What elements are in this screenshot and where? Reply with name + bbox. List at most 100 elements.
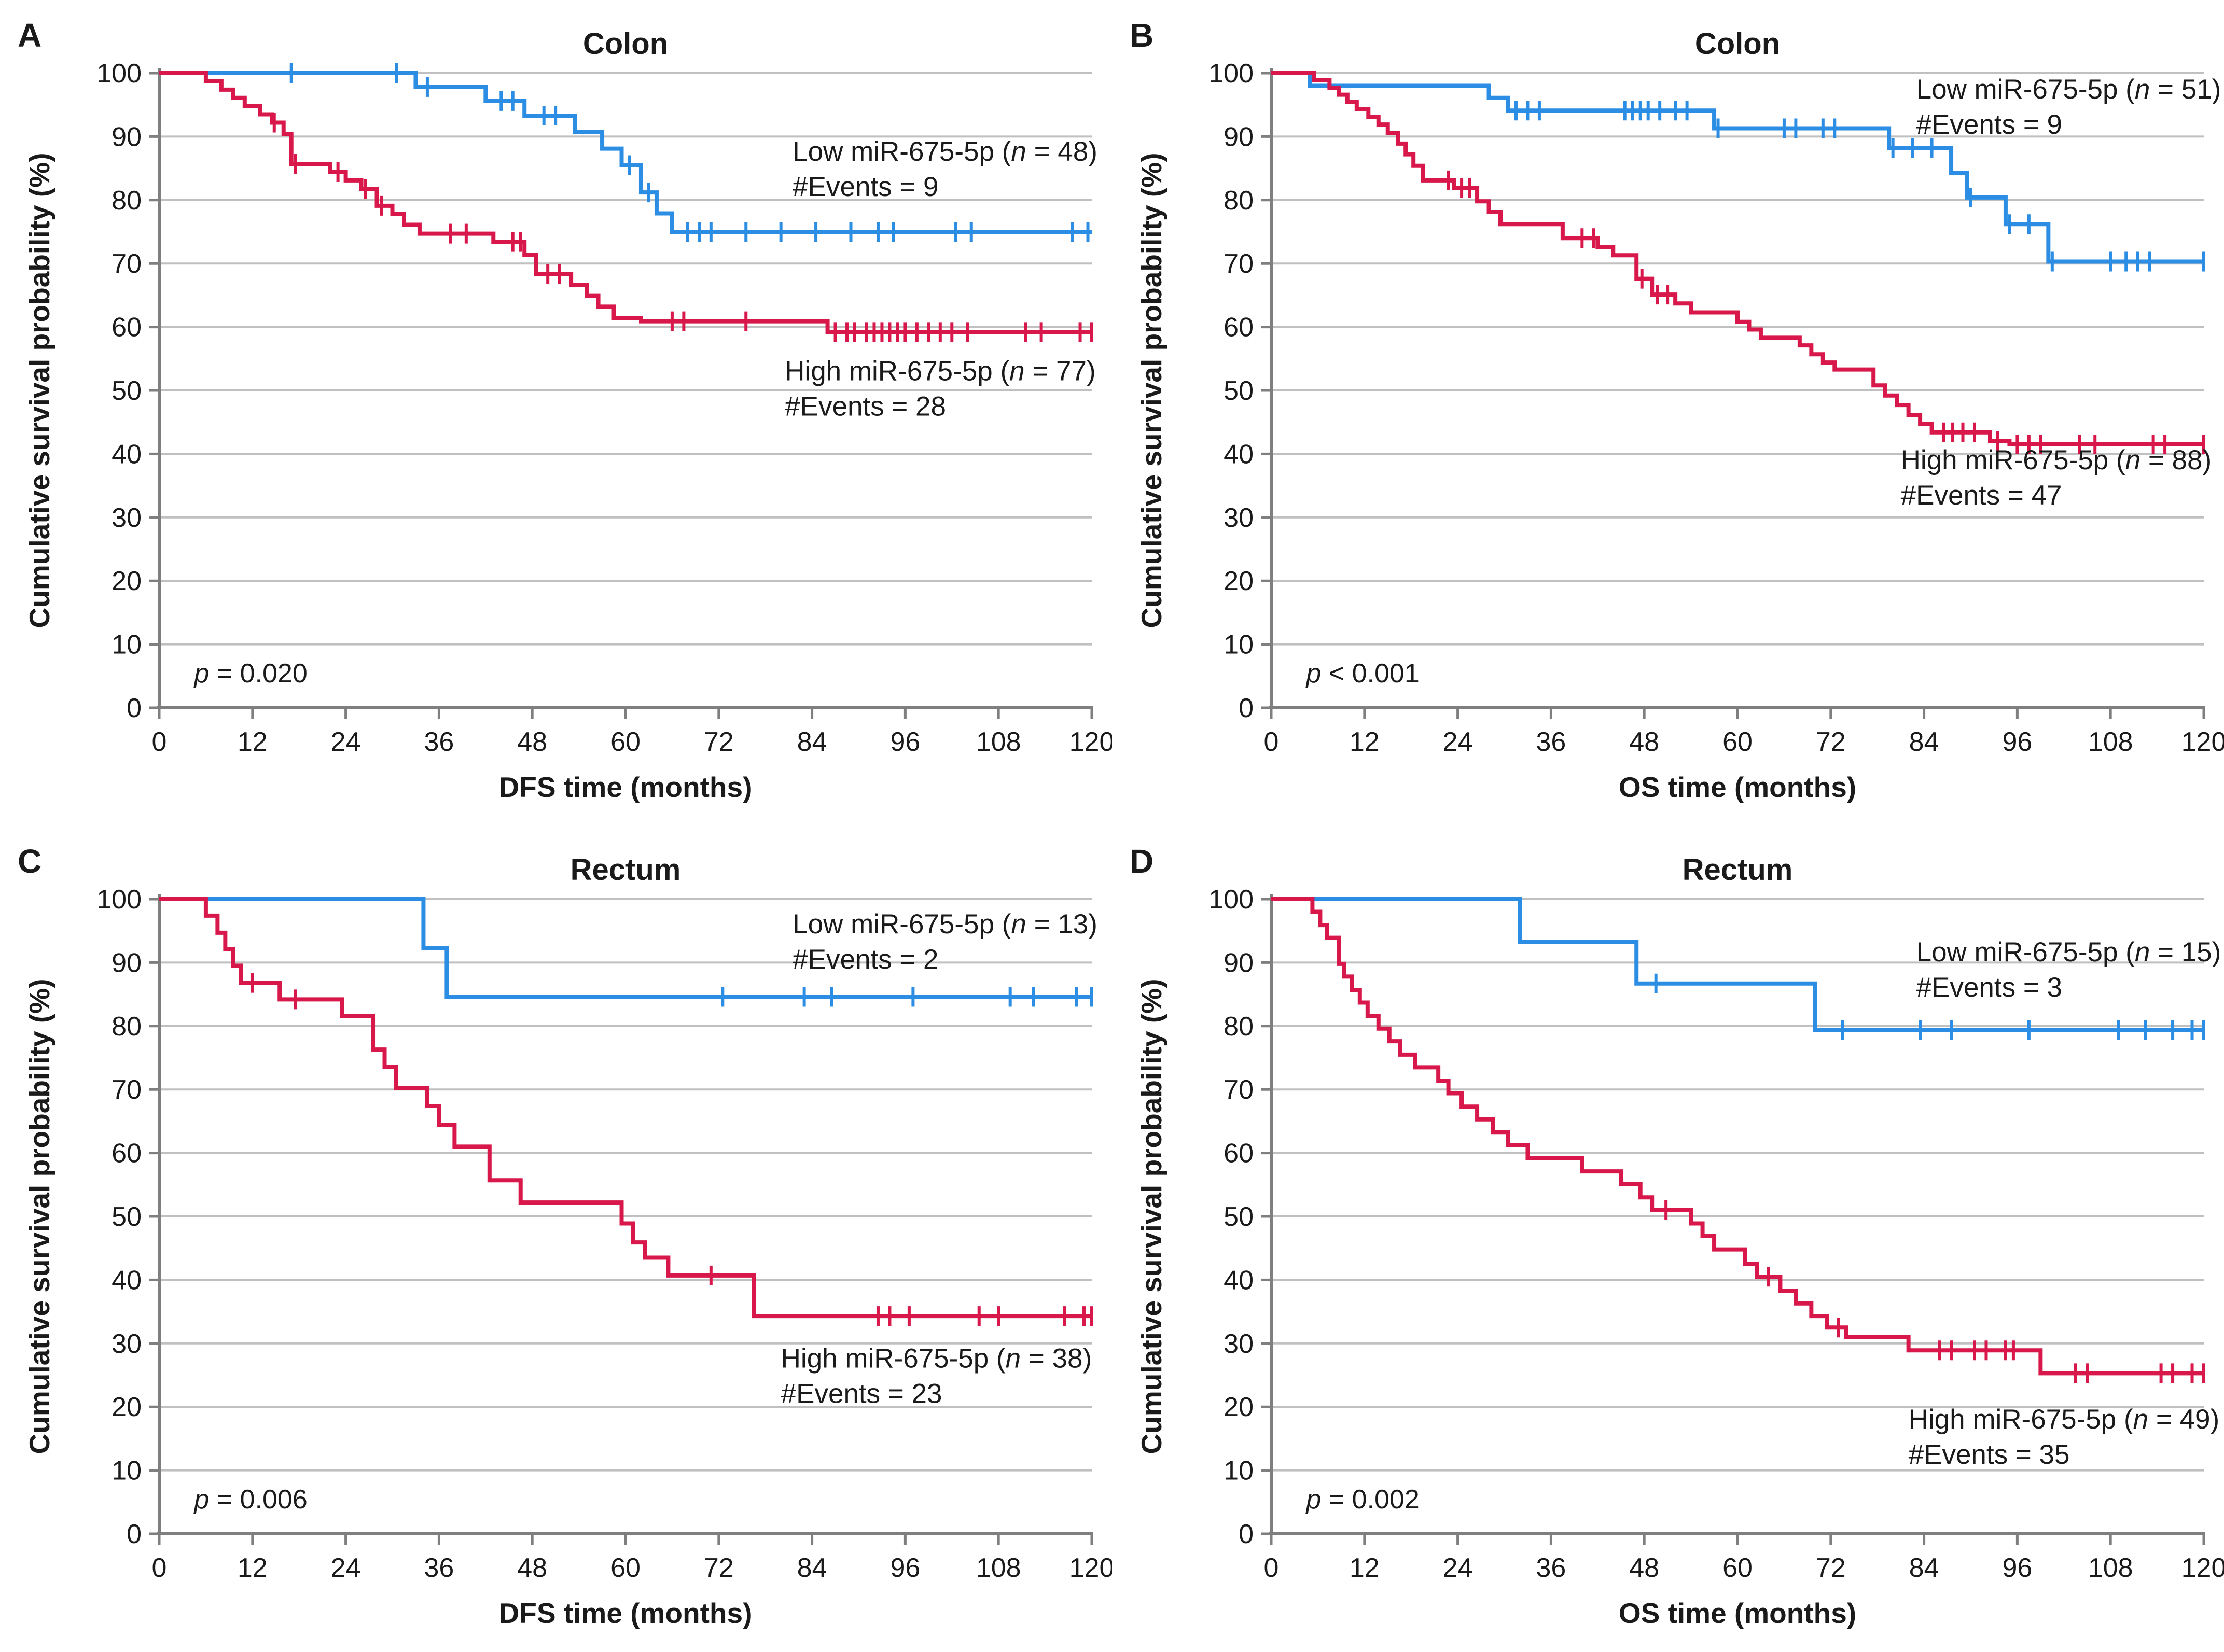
y-tick-label-80: 80 xyxy=(1224,1012,1254,1042)
y-tick-label-30: 30 xyxy=(1224,1329,1254,1359)
legend-high-line1: High miR-675-5p (n = 38) xyxy=(781,1343,1092,1374)
y-tick-label-100: 100 xyxy=(96,59,142,89)
x-tick-label-60: 60 xyxy=(1722,727,1753,757)
y-tick-label-40: 40 xyxy=(112,1265,142,1295)
x-tick-label-60: 60 xyxy=(610,1553,641,1583)
plot-title: Colon xyxy=(1695,27,1780,61)
survival-curve-low xyxy=(159,71,1092,234)
legend-low-line2: #Events = 3 xyxy=(1916,972,2062,1003)
x-tick-label-72: 72 xyxy=(1816,727,1846,757)
p-value-label: p < 0.001 xyxy=(1305,659,1419,689)
y-tick-label-60: 60 xyxy=(1224,313,1254,343)
y-tick-label-100: 100 xyxy=(96,885,142,915)
y-tick-label-100: 100 xyxy=(1208,885,1254,915)
y-tick-label-0: 0 xyxy=(1239,1519,1254,1549)
plot-title: Rectum xyxy=(1683,853,1793,887)
x-tick-label-12: 12 xyxy=(1350,1553,1380,1583)
x-tick-label-36: 36 xyxy=(1536,727,1566,757)
p-value-label: p = 0.006 xyxy=(193,1485,307,1515)
y-axis-label: Cumulative survival probability (%) xyxy=(1135,153,1167,628)
x-axis-label: OS time (months) xyxy=(1619,771,1856,803)
y-axis-label: Cumulative survival probability (%) xyxy=(23,979,55,1454)
y-tick-label-30: 30 xyxy=(112,503,142,533)
y-tick-label-10: 10 xyxy=(112,630,142,660)
y-tick-label-40: 40 xyxy=(112,439,142,469)
y-axis-label: Cumulative survival probability (%) xyxy=(23,153,55,628)
survival-curve-low xyxy=(159,897,1092,999)
legend-low-line2: #Events = 9 xyxy=(1916,109,2062,140)
y-tick-label-90: 90 xyxy=(112,122,142,152)
km-plot-colon-os: 0 10 20 30 40 50 60 70 80 90 100 0 12 24 36 48 60 72 84 96 1… xyxy=(1135,27,2224,803)
y-tick-label-90: 90 xyxy=(1224,948,1254,978)
y-tick-label-30: 30 xyxy=(1224,503,1254,533)
y-tick-label-20: 20 xyxy=(1224,1392,1254,1422)
x-tick-label-108: 108 xyxy=(2088,1553,2133,1583)
y-tick-label-50: 50 xyxy=(112,376,142,406)
x-tick-label-72: 72 xyxy=(1816,1553,1846,1583)
x-tick-label-96: 96 xyxy=(2002,1553,2032,1583)
x-tick-label-0: 0 xyxy=(1264,1553,1279,1583)
y-tick-label-80: 80 xyxy=(112,186,142,216)
legend-high-line1: High miR-675-5p (n = 49) xyxy=(1909,1404,2219,1435)
x-tick-label-36: 36 xyxy=(1536,1553,1566,1583)
y-tick-label-50: 50 xyxy=(1224,1202,1254,1232)
x-tick-label-24: 24 xyxy=(331,727,361,757)
y-tick-label-0: 0 xyxy=(127,1519,142,1549)
x-tick-label-0: 0 xyxy=(1264,727,1279,757)
legend-low-line1: Low miR-675-5p (n = 15) xyxy=(1916,937,2221,968)
y-tick-label-30: 30 xyxy=(112,1329,142,1359)
x-tick-label-84: 84 xyxy=(797,727,827,757)
p-value-label: p = 0.002 xyxy=(1305,1485,1419,1515)
y-tick-label-70: 70 xyxy=(112,249,142,279)
y-tick-label-20: 20 xyxy=(1224,566,1254,596)
panel-colon-os: 0 10 20 30 40 50 60 70 80 90 100 0 12 24 36 48 60 72 84 96 1… xyxy=(1112,0,2224,826)
legend-high-line2: #Events = 28 xyxy=(785,391,946,422)
legend-high-line2: #Events = 47 xyxy=(1901,480,2062,511)
y-tick-label-80: 80 xyxy=(1224,186,1254,216)
legend-low-line2: #Events = 9 xyxy=(793,172,938,202)
y-tick-label-50: 50 xyxy=(112,1202,142,1232)
legend-high-line2: #Events = 23 xyxy=(781,1378,942,1409)
y-tick-label-70: 70 xyxy=(112,1075,142,1105)
x-tick-label-96: 96 xyxy=(2002,727,2032,757)
x-tick-label-24: 24 xyxy=(1443,1553,1473,1583)
km-plot-rectum-os: 0 10 20 30 40 50 60 70 80 90 100 0 12 24 36 48 60 72 84 96 1… xyxy=(1135,853,2224,1629)
plot-title: Colon xyxy=(583,27,668,61)
y-tick-label-0: 0 xyxy=(127,693,142,723)
x-tick-label-96: 96 xyxy=(890,1553,920,1583)
x-tick-label-48: 48 xyxy=(1629,1553,1659,1583)
panel-letter: C xyxy=(18,843,42,880)
x-axis-label: DFS time (months) xyxy=(499,771,753,803)
y-tick-label-20: 20 xyxy=(112,1392,142,1422)
y-tick-label-60: 60 xyxy=(1224,1139,1254,1169)
x-tick-label-48: 48 xyxy=(1629,727,1659,757)
legend-high-line2: #Events = 35 xyxy=(1909,1439,2070,1470)
panel-rectum-os: 0 10 20 30 40 50 60 70 80 90 100 0 12 24 36 48 60 72 84 96 1… xyxy=(1112,826,2224,1652)
panel-letter: D xyxy=(1130,843,1154,880)
legend-low-line2: #Events = 2 xyxy=(793,944,938,975)
x-tick-label-24: 24 xyxy=(331,1553,361,1583)
x-tick-label-0: 0 xyxy=(152,1553,167,1583)
km-plot-colon-dfs: 0 10 20 30 40 50 60 70 80 90 100 0 12 24 36 48 60 72 84 96 1… xyxy=(23,27,1112,803)
x-tick-label-72: 72 xyxy=(704,1553,734,1583)
y-tick-label-20: 20 xyxy=(112,566,142,596)
x-tick-label-60: 60 xyxy=(610,727,641,757)
survival-curve-low xyxy=(1271,897,2204,1032)
km-plot-rectum-dfs: 0 10 20 30 40 50 60 70 80 90 100 0 12 24 36 48 60 72 84 96 1… xyxy=(23,853,1112,1629)
survival-curve-high xyxy=(1271,71,2204,447)
y-tick-label-60: 60 xyxy=(112,313,142,343)
panel-letter: A xyxy=(18,17,42,54)
x-tick-label-84: 84 xyxy=(1909,1553,1939,1583)
x-tick-label-84: 84 xyxy=(1909,727,1939,757)
y-axis-label: Cumulative survival probability (%) xyxy=(1135,979,1167,1454)
x-tick-label-84: 84 xyxy=(797,1553,827,1583)
survival-curve-low xyxy=(1271,71,2204,264)
x-tick-label-24: 24 xyxy=(1443,727,1473,757)
y-tick-label-100: 100 xyxy=(1208,59,1254,89)
survival-curve-high xyxy=(159,71,1092,334)
y-tick-label-70: 70 xyxy=(1224,249,1254,279)
legend-high-line1: High miR-675-5p (n = 88) xyxy=(1901,445,2212,475)
legend-low-line1: Low miR-675-5p (n = 13) xyxy=(793,909,1097,940)
x-tick-label-72: 72 xyxy=(704,727,734,757)
